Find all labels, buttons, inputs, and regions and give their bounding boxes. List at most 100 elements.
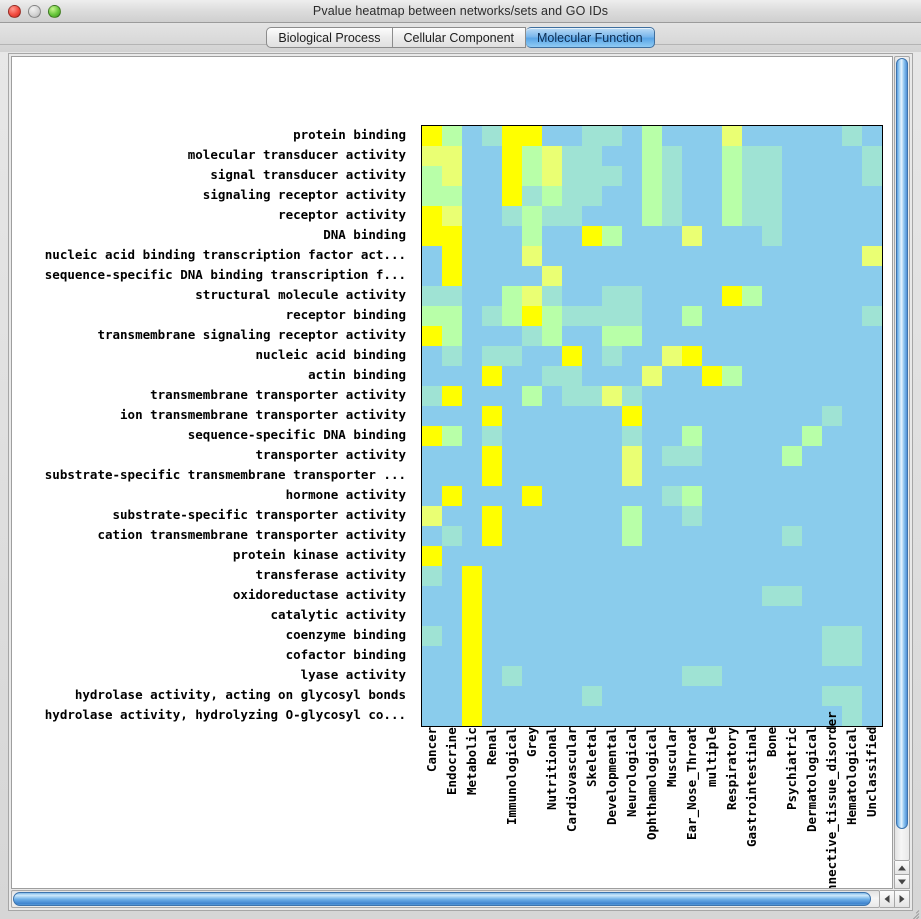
heatmap-cell[interactable] <box>702 346 722 366</box>
heatmap-cell[interactable] <box>602 546 622 566</box>
heatmap-cell[interactable] <box>562 266 582 286</box>
heatmap-cell[interactable] <box>722 306 742 326</box>
heatmap-cell[interactable] <box>722 586 742 606</box>
heatmap-cell[interactable] <box>662 126 682 146</box>
heatmap-cell[interactable] <box>802 526 822 546</box>
heatmap-cell[interactable] <box>742 526 762 546</box>
heatmap-cell[interactable] <box>642 526 662 546</box>
heatmap-cell[interactable] <box>622 386 642 406</box>
heatmap-cell[interactable] <box>422 346 442 366</box>
heatmap-cell[interactable] <box>422 226 442 246</box>
heatmap-cell[interactable] <box>682 366 702 386</box>
heatmap-cell[interactable] <box>462 286 482 306</box>
heatmap-cell[interactable] <box>622 146 642 166</box>
heatmap-cell[interactable] <box>802 366 822 386</box>
heatmap-cell[interactable] <box>482 426 502 446</box>
heatmap-cell[interactable] <box>842 546 862 566</box>
heatmap-cell[interactable] <box>802 406 822 426</box>
heatmap-cell[interactable] <box>622 366 642 386</box>
heatmap-cell[interactable] <box>602 306 622 326</box>
heatmap-cell[interactable] <box>542 526 562 546</box>
heatmap-cell[interactable] <box>862 466 882 486</box>
heatmap-cell[interactable] <box>762 566 782 586</box>
heatmap-cell[interactable] <box>802 146 822 166</box>
heatmap-cell[interactable] <box>622 426 642 446</box>
heatmap-cell[interactable] <box>762 586 782 606</box>
heatmap-cell[interactable] <box>482 246 502 266</box>
heatmap-cell[interactable] <box>622 306 642 326</box>
heatmap-cell[interactable] <box>722 446 742 466</box>
heatmap-cell[interactable] <box>542 146 562 166</box>
heatmap-cell[interactable] <box>522 606 542 626</box>
heatmap-cell[interactable] <box>482 506 502 526</box>
heatmap-cell[interactable] <box>442 646 462 666</box>
heatmap-cell[interactable] <box>762 506 782 526</box>
heatmap-cell[interactable] <box>702 606 722 626</box>
heatmap-cell[interactable] <box>562 566 582 586</box>
heatmap-cell[interactable] <box>722 666 742 686</box>
heatmap-cell[interactable] <box>782 246 802 266</box>
heatmap-cell[interactable] <box>682 466 702 486</box>
heatmap-cell[interactable] <box>482 646 502 666</box>
heatmap-cell[interactable] <box>662 506 682 526</box>
heatmap-cell[interactable] <box>722 566 742 586</box>
heatmap-cell[interactable] <box>722 286 742 306</box>
heatmap-cell[interactable] <box>582 346 602 366</box>
heatmap-cell[interactable] <box>502 566 522 586</box>
heatmap-cell[interactable] <box>462 346 482 366</box>
heatmap-cell[interactable] <box>742 146 762 166</box>
heatmap-cell[interactable] <box>422 246 442 266</box>
heatmap-cell[interactable] <box>702 226 722 246</box>
heatmap-cell[interactable] <box>782 466 802 486</box>
heatmap-cell[interactable] <box>842 486 862 506</box>
heatmap-cell[interactable] <box>482 266 502 286</box>
heatmap-cell[interactable] <box>602 646 622 666</box>
heatmap-cell[interactable] <box>462 326 482 346</box>
heatmap-cell[interactable] <box>582 606 602 626</box>
heatmap-cell[interactable] <box>542 386 562 406</box>
heatmap-cell[interactable] <box>482 306 502 326</box>
heatmap-cell[interactable] <box>682 626 702 646</box>
heatmap-cell[interactable] <box>422 546 442 566</box>
heatmap-cell[interactable] <box>562 426 582 446</box>
heatmap-cell[interactable] <box>662 266 682 286</box>
heatmap-cell[interactable] <box>762 326 782 346</box>
heatmap-cell[interactable] <box>482 526 502 546</box>
heatmap-cell[interactable] <box>422 466 442 486</box>
heatmap-cell[interactable] <box>422 506 442 526</box>
heatmap-cell[interactable] <box>742 206 762 226</box>
heatmap-cell[interactable] <box>622 706 642 726</box>
scroll-right-button[interactable] <box>895 890 910 908</box>
heatmap-cell[interactable] <box>582 266 602 286</box>
heatmap-cell[interactable] <box>602 426 622 446</box>
heatmap-cell[interactable] <box>702 206 722 226</box>
heatmap-cell[interactable] <box>422 186 442 206</box>
heatmap-cell[interactable] <box>442 466 462 486</box>
heatmap-cell[interactable] <box>862 246 882 266</box>
heatmap-cell[interactable] <box>782 286 802 306</box>
heatmap-cell[interactable] <box>462 686 482 706</box>
heatmap-cell[interactable] <box>702 186 722 206</box>
heatmap-cell[interactable] <box>642 506 662 526</box>
heatmap-cell[interactable] <box>742 386 762 406</box>
heatmap-cell[interactable] <box>462 386 482 406</box>
heatmap-cell[interactable] <box>782 326 802 346</box>
heatmap-cell[interactable] <box>502 166 522 186</box>
heatmap-cell[interactable] <box>842 306 862 326</box>
heatmap-cell[interactable] <box>762 466 782 486</box>
heatmap-cell[interactable] <box>702 446 722 466</box>
heatmap-cell[interactable] <box>802 666 822 686</box>
heatmap-cell[interactable] <box>522 206 542 226</box>
heatmap-cell[interactable] <box>862 166 882 186</box>
heatmap-cell[interactable] <box>722 466 742 486</box>
heatmap-cell[interactable] <box>562 386 582 406</box>
heatmap-cell[interactable] <box>682 606 702 626</box>
heatmap-cell[interactable] <box>602 126 622 146</box>
heatmap-cell[interactable] <box>622 586 642 606</box>
vertical-scrollbar[interactable] <box>894 56 910 889</box>
heatmap-cell[interactable] <box>842 646 862 666</box>
heatmap-cell[interactable] <box>862 306 882 326</box>
heatmap-cell[interactable] <box>842 206 862 226</box>
heatmap-cell[interactable] <box>482 686 502 706</box>
heatmap-cell[interactable] <box>742 586 762 606</box>
